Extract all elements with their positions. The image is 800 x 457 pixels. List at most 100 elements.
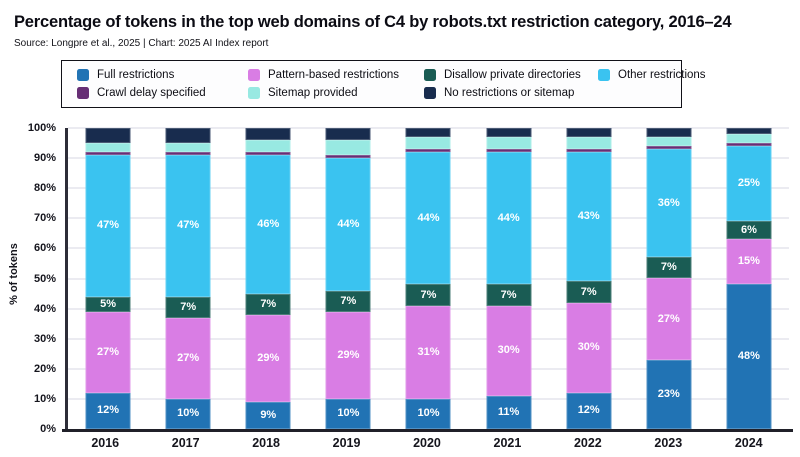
- bar-segment: [325, 140, 371, 156]
- bar-value-label: 23%: [657, 387, 680, 400]
- bar-segment: 7%: [486, 284, 532, 306]
- x-tick-label: 2020: [413, 436, 441, 450]
- bar-segment: [566, 128, 612, 138]
- bar-value-label: 9%: [260, 408, 277, 421]
- bar-segment: 15%: [726, 239, 772, 285]
- bar-value-label: 7%: [500, 288, 517, 301]
- bar-segment: 7%: [646, 257, 692, 279]
- bar-value-label: 30%: [577, 341, 600, 354]
- bar-segment: 12%: [85, 392, 131, 429]
- bar-segment: [646, 128, 692, 138]
- bar-segment: [85, 143, 131, 153]
- bar-segment: 7%: [405, 284, 451, 306]
- bar-segment: 27%: [646, 278, 692, 360]
- y-axis-tick-labels: 0% 10% 20% 30% 40% 50% 60% 70% 80% 90% 100%: [0, 122, 56, 435]
- legend-swatch-icon: [424, 87, 436, 99]
- y-tick-label: 40%: [33, 302, 56, 315]
- bar-value-label: 12%: [577, 404, 600, 417]
- bar-segment: 7%: [566, 281, 612, 303]
- y-tick-label: 30%: [33, 332, 56, 345]
- bar-value-label: 7%: [420, 288, 437, 301]
- stacked-bar-2020: 44% 7% 31% 10%: [405, 128, 451, 429]
- bar-value-label: 7%: [340, 294, 357, 307]
- bar-segment: 47%: [85, 155, 131, 297]
- bar-slot: 44% 7% 29% 10%: [308, 128, 388, 429]
- legend: Full restrictions Crawl delay specified Pa…: [61, 60, 706, 108]
- bar-segment: 5%: [85, 296, 131, 312]
- bar-value-label: 43%: [577, 210, 600, 223]
- stacked-bar-2018: 46% 7% 29% 9%: [245, 128, 291, 429]
- bar-segment: 7%: [325, 290, 371, 312]
- bar-value-label: 7%: [660, 261, 677, 274]
- bar-segment: [405, 149, 451, 153]
- bar-segment: [486, 128, 532, 138]
- bar-segment: [646, 137, 692, 147]
- bar-value-label: 27%: [97, 345, 120, 358]
- bar-slot: 43% 7% 30% 12%: [549, 128, 629, 429]
- bar-slot: 44% 7% 30% 11%: [469, 128, 549, 429]
- bar-segment: [85, 152, 131, 156]
- bar-segment: [245, 128, 291, 141]
- bar-segment: [726, 134, 772, 144]
- bar-segment: 23%: [646, 359, 692, 429]
- legend-label: Sitemap provided: [268, 87, 358, 99]
- y-tick-label: 80%: [33, 182, 56, 195]
- bar-segment: 11%: [486, 395, 532, 429]
- bar-segment: 47%: [165, 155, 211, 297]
- bar-segment: 44%: [405, 152, 451, 285]
- bar-value-label: 10%: [337, 407, 360, 420]
- bar-segment: 44%: [325, 158, 371, 291]
- y-tick-label: 20%: [33, 362, 56, 375]
- bar-segment: [245, 140, 291, 153]
- bar-value-label: 44%: [337, 217, 360, 230]
- bar-value-label: 10%: [177, 407, 200, 420]
- bar-value-label: 12%: [97, 404, 120, 417]
- legend-item: Other restrictions: [598, 69, 706, 81]
- chart-area: % of tokens 0% 10% 20% 30% 40% 50% 60% 70% 80% 90…: [0, 118, 800, 457]
- bar-segment: [325, 155, 371, 159]
- stacked-bar-2023: 36% 7% 27% 23%: [646, 128, 692, 429]
- bar-segment: 7%: [245, 293, 291, 315]
- bar-value-label: 11%: [497, 405, 520, 418]
- stacked-bar-2021: 44% 7% 30% 11%: [486, 128, 532, 429]
- bar-slot: 47% 5% 27% 12%: [68, 128, 148, 429]
- bar-segment: [165, 128, 211, 144]
- y-tick-label: 0%: [40, 423, 56, 435]
- bar-value-label: 5%: [100, 297, 116, 310]
- bar-value-label: 7%: [580, 285, 597, 298]
- bar-slot: 36% 7% 27% 23%: [629, 128, 709, 429]
- bar-value-label: 6%: [740, 223, 757, 236]
- bar-segment: 48%: [726, 284, 772, 429]
- bar-segment: 10%: [405, 398, 451, 429]
- bar-slot: 25% 6% 15% 48%: [709, 128, 789, 429]
- bar-segment: 27%: [165, 317, 211, 399]
- bars-group: 47% 5% 27% 12% 47% 7% 27% 10% 46% 7% 29% 9% 44% 7% 29%…: [68, 128, 789, 429]
- legend-label: Disallow private directories: [444, 69, 581, 81]
- bar-value-label: 27%: [657, 312, 680, 325]
- legend-label: Other restrictions: [618, 69, 706, 81]
- bar-slot: 47% 7% 27% 10%: [148, 128, 228, 429]
- bar-segment: [566, 137, 612, 150]
- legend-label: Full restrictions: [97, 69, 175, 81]
- legend-label: No restrictions or sitemap: [444, 87, 575, 99]
- bar-segment: 31%: [405, 305, 451, 399]
- stacked-bar-2016: 47% 5% 27% 12%: [85, 128, 131, 429]
- stacked-bar-2024: 25% 6% 15% 48%: [726, 128, 772, 429]
- bar-value-label: 7%: [180, 300, 197, 313]
- x-tick-label: 2022: [573, 436, 602, 450]
- legend-swatch-icon: [248, 87, 260, 99]
- bar-value-label: 36%: [657, 196, 680, 209]
- legend-item: Crawl delay specified: [77, 87, 248, 99]
- bar-value-label: 7%: [260, 297, 277, 310]
- x-tick-label: 2021: [493, 436, 522, 450]
- legend-item: No restrictions or sitemap: [424, 87, 598, 99]
- bar-segment: [165, 143, 211, 153]
- x-tick-label: 2023: [654, 436, 683, 450]
- bar-value-label: 27%: [177, 351, 200, 364]
- bar-segment: 43%: [566, 152, 612, 282]
- bar-value-label: 44%: [497, 211, 520, 224]
- legend-item: Disallow private directories: [424, 69, 598, 81]
- bar-segment: [165, 152, 211, 156]
- bar-segment: 10%: [325, 398, 371, 429]
